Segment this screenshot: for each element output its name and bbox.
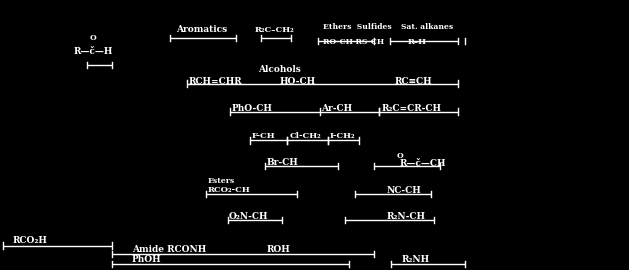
Text: RCO₂-CH: RCO₂-CH	[208, 186, 250, 194]
Text: O: O	[90, 34, 96, 42]
Text: R—č—H: R—č—H	[74, 47, 113, 56]
Text: R–H: R–H	[408, 38, 426, 46]
Text: HO-CH: HO-CH	[279, 76, 315, 86]
Text: Ar-CH: Ar-CH	[321, 104, 352, 113]
Text: Aromatics: Aromatics	[175, 25, 227, 34]
Text: Esters: Esters	[208, 177, 235, 185]
Text: Alcohols: Alcohols	[258, 65, 301, 74]
Text: PhO-CH: PhO-CH	[231, 104, 272, 113]
Text: R₂NH: R₂NH	[401, 255, 430, 264]
Text: RC≡CH: RC≡CH	[395, 76, 433, 86]
Text: RCH=CHR: RCH=CHR	[189, 76, 242, 86]
Text: NC-CH: NC-CH	[386, 186, 421, 195]
Text: I-CH₂: I-CH₂	[330, 132, 355, 140]
Text: RO-CH RS-CH: RO-CH RS-CH	[323, 38, 384, 46]
Text: ROH: ROH	[267, 245, 291, 254]
Text: Sat. alkanes: Sat. alkanes	[401, 23, 454, 31]
Text: O: O	[397, 152, 403, 160]
Text: R—č—CH: R—č—CH	[400, 159, 447, 168]
Text: RCO₂H: RCO₂H	[13, 236, 47, 245]
Text: PhOH: PhOH	[132, 255, 162, 264]
Text: R₂C–CH₂: R₂C–CH₂	[254, 26, 294, 34]
Text: Cl-CH₂: Cl-CH₂	[289, 132, 321, 140]
Text: Br-CH: Br-CH	[267, 158, 298, 167]
Text: Amide RCONH: Amide RCONH	[132, 245, 206, 254]
Text: F-CH: F-CH	[252, 132, 276, 140]
Text: R₂C=CR-CH: R₂C=CR-CH	[381, 104, 441, 113]
Text: R₂N-CH: R₂N-CH	[386, 212, 425, 221]
Text: O₂N-CH: O₂N-CH	[229, 212, 269, 221]
Text: Ethers  Sulfides: Ethers Sulfides	[323, 23, 391, 31]
